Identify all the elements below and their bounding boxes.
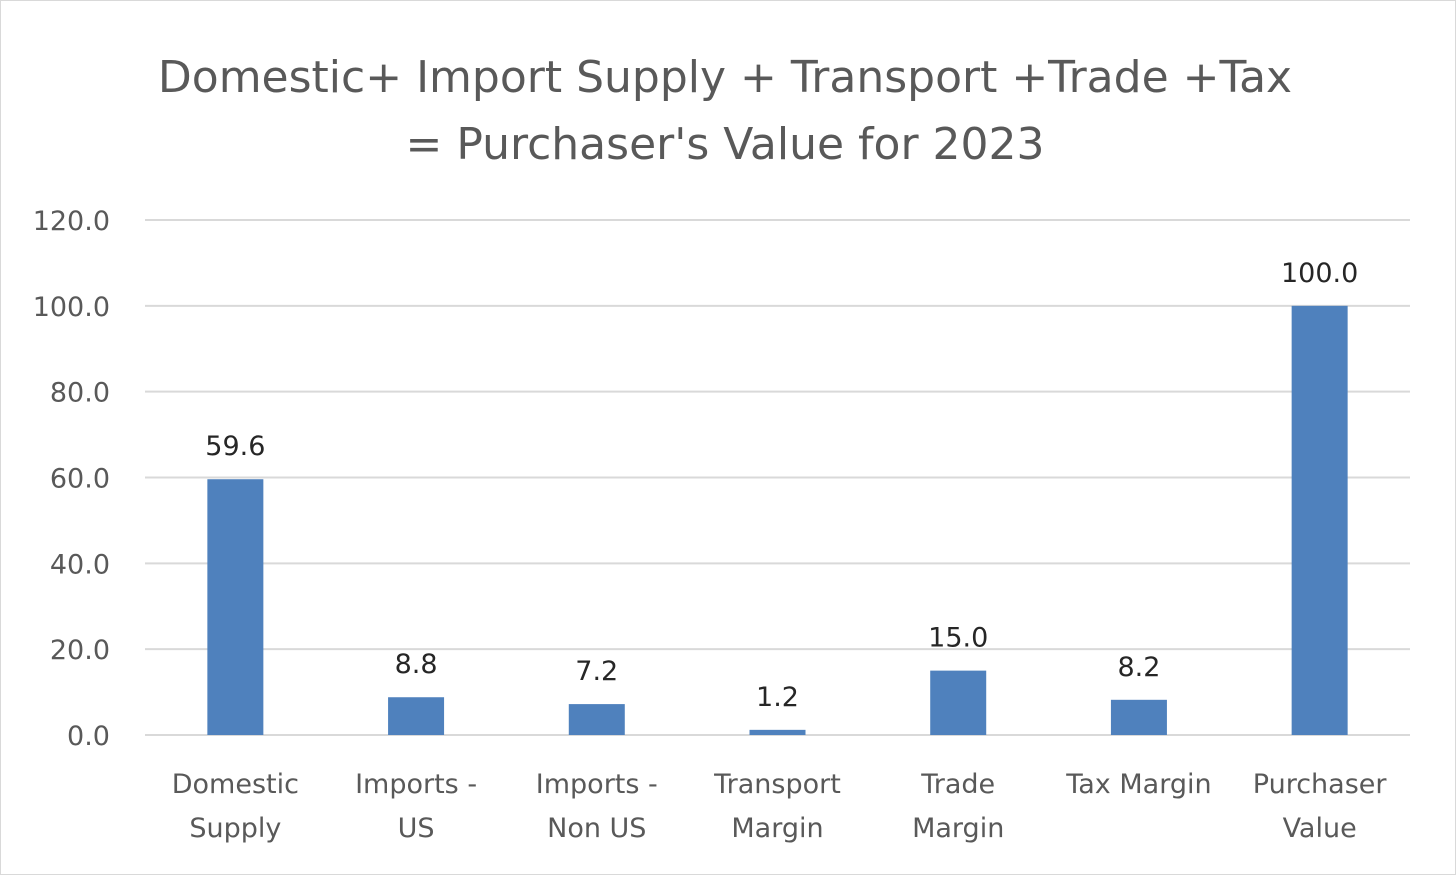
- x-category-label-3-0: Transport: [713, 769, 841, 800]
- x-category-label-5-0: Tax Margin: [1065, 769, 1211, 800]
- bar-4: [930, 670, 987, 735]
- data-label-4: 15.0: [928, 623, 988, 654]
- x-category-label-2-1: Non US: [547, 813, 646, 844]
- bar-1: [388, 697, 445, 735]
- chart-title: Domestic+ Import Supply + Transport +Tra…: [0, 44, 1450, 178]
- y-tick-label-5: 100.0: [33, 292, 110, 323]
- y-tick-label-1: 20.0: [50, 635, 110, 666]
- y-tick-label-3: 60.0: [50, 464, 110, 495]
- data-label-2: 7.2: [575, 656, 618, 687]
- data-label-6: 100.0: [1281, 258, 1358, 289]
- y-tick-label-2: 40.0: [50, 549, 110, 580]
- x-category-label-4-0: Trade: [920, 769, 995, 800]
- x-category-label-6-1: Value: [1283, 813, 1357, 844]
- y-tick-label-4: 80.0: [50, 378, 110, 409]
- bar-5: [1110, 699, 1167, 735]
- y-tick-label-6: 120.0: [33, 206, 110, 237]
- y-tick-label-0: 0.0: [67, 721, 110, 752]
- x-category-label-0-0: Domestic: [172, 769, 299, 800]
- bar-3: [749, 729, 806, 735]
- x-category-label-3-1: Margin: [731, 813, 823, 844]
- chart-title-line-2: = Purchaser's Value for 2023: [405, 119, 1045, 170]
- x-category-label-1-0: Imports -: [355, 769, 477, 800]
- bar-6: [1291, 305, 1348, 735]
- x-category-label-6-0: Purchaser: [1253, 769, 1388, 800]
- bar-2: [568, 704, 625, 735]
- data-label-5: 8.2: [1117, 652, 1160, 683]
- data-label-0: 59.6: [205, 431, 265, 462]
- x-category-label-4-1: Margin: [912, 813, 1004, 844]
- x-category-label-1-1: US: [398, 813, 435, 844]
- data-label-1: 8.8: [395, 649, 438, 680]
- bar-0: [207, 479, 264, 735]
- x-category-label-0-1: Supply: [189, 813, 281, 844]
- x-category-label-2-0: Imports -: [536, 769, 658, 800]
- data-label-3: 1.2: [756, 682, 799, 713]
- chart-title-line-1: Domestic+ Import Supply + Transport +Tra…: [157, 52, 1293, 103]
